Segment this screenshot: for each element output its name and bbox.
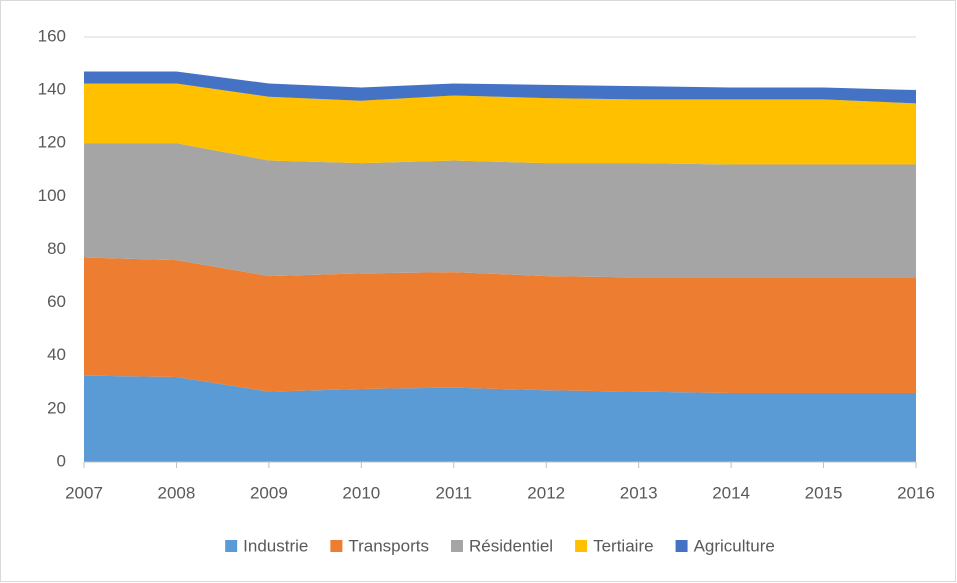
area	[84, 257, 916, 393]
x-tick-label: 2009	[250, 483, 288, 502]
legend-label: Industrie	[243, 536, 308, 555]
x-tick-label: 2015	[805, 483, 843, 502]
legend-swatch	[225, 540, 238, 552]
x-tick-label: 2010	[342, 483, 380, 502]
y-tick-label: 120	[38, 133, 66, 152]
legend-swatch	[575, 540, 588, 552]
y-tick-label: 100	[38, 186, 66, 205]
y-tick-label: 0	[57, 451, 66, 470]
x-tick-label: 2013	[620, 483, 658, 502]
area	[84, 71, 916, 104]
x-tick-label: 2016	[897, 483, 935, 502]
y-tick-label: 80	[47, 239, 66, 258]
legend-swatch	[330, 540, 343, 552]
x-tick-label: 2007	[65, 483, 103, 502]
legend-swatch	[450, 540, 463, 552]
legend-label: Transports	[348, 536, 429, 555]
x-tick-label: 2011	[435, 483, 472, 502]
x-tick-label: 2008	[158, 483, 196, 502]
y-tick-label: 140	[38, 80, 66, 99]
area	[84, 375, 916, 462]
x-tick-label: 2014	[712, 483, 750, 502]
legend-label: Agriculture	[694, 536, 775, 555]
y-tick-label: 160	[38, 26, 66, 45]
y-tick-label: 20	[47, 398, 66, 417]
y-tick-label: 40	[47, 345, 66, 364]
x-tick-label: 2012	[527, 483, 565, 502]
y-tick-label: 60	[47, 292, 66, 311]
legend-label: Résidentiel	[469, 536, 553, 555]
area	[84, 83, 916, 165]
legend-swatch	[675, 540, 688, 552]
area	[84, 143, 916, 278]
legend-label: Tertiaire	[593, 536, 653, 555]
